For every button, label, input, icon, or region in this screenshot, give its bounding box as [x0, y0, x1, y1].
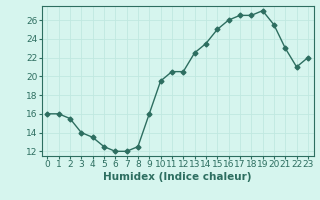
- X-axis label: Humidex (Indice chaleur): Humidex (Indice chaleur): [103, 172, 252, 182]
